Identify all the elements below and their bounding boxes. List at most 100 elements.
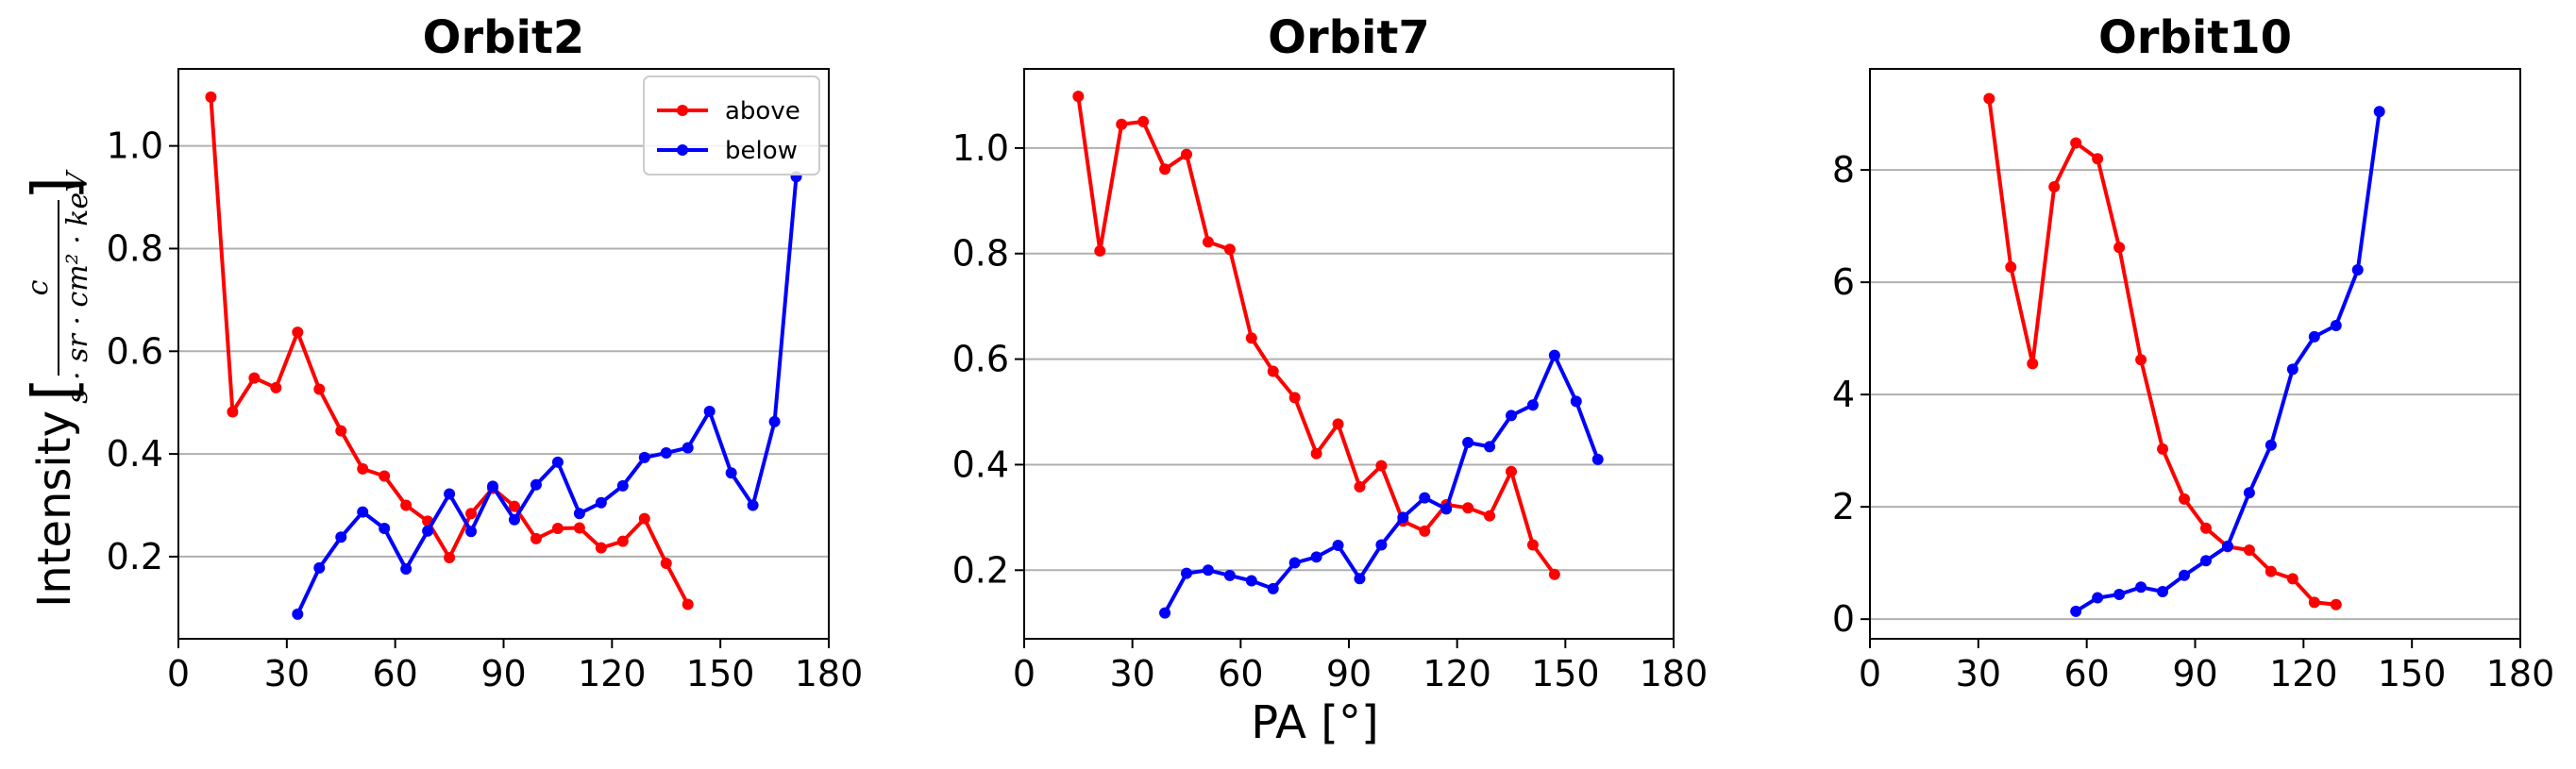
data-point-below xyxy=(1245,575,1257,587)
x-tick-label: 180 xyxy=(2486,653,2555,694)
y-tick-label: 8 xyxy=(1832,149,1855,191)
data-point-above xyxy=(1181,148,1192,160)
data-point-below xyxy=(2265,439,2277,451)
data-point-below xyxy=(747,499,759,511)
x-tick-label: 0 xyxy=(1859,653,1881,694)
x-tick-label: 120 xyxy=(1423,653,1491,694)
plot-frame xyxy=(1869,68,2521,640)
data-point-below xyxy=(2070,605,2082,617)
data-point-below xyxy=(1548,349,1560,361)
legend-label-above: above xyxy=(725,97,800,125)
data-point-above xyxy=(595,542,607,554)
data-point-below xyxy=(2092,592,2104,604)
series-above xyxy=(205,91,694,610)
y-tick-label: 0 xyxy=(1832,598,1855,640)
data-point-above xyxy=(1202,236,1214,248)
data-point-below xyxy=(357,506,369,518)
data-point-below xyxy=(2373,106,2385,118)
data-point-below xyxy=(530,478,542,491)
data-point-above xyxy=(1072,91,1085,103)
data-point-below xyxy=(1591,453,1604,465)
data-point-above xyxy=(551,523,564,535)
x-tick-label: 30 xyxy=(1956,653,2001,694)
data-point-below xyxy=(313,561,326,574)
y-unit-bracket-left: [ xyxy=(21,377,91,401)
x-tick-label: 90 xyxy=(1326,653,1372,694)
data-point-above xyxy=(2070,137,2082,149)
data-point-above xyxy=(2092,153,2104,165)
data-point-below xyxy=(2135,581,2147,593)
x-tick-label: 60 xyxy=(2063,653,2109,694)
data-point-above xyxy=(227,406,239,418)
y-tick-label: 0.6 xyxy=(107,330,163,372)
x-tick-label: 0 xyxy=(167,653,190,694)
y-tick-label: 4 xyxy=(1832,374,1855,415)
data-point-above xyxy=(1506,465,1517,477)
data-point-above xyxy=(2199,522,2212,534)
legend-label-below: below xyxy=(725,137,798,165)
data-point-below xyxy=(2308,330,2320,343)
data-point-below xyxy=(638,451,650,463)
y-axis-label-group: Intensity [ c s · sr · cm² · keV ] xyxy=(21,169,94,608)
data-point-below xyxy=(616,479,629,492)
data-point-above xyxy=(248,372,261,384)
data-point-below xyxy=(1462,436,1474,448)
data-point-below xyxy=(1526,399,1539,411)
data-point-above xyxy=(2113,242,2126,254)
data-point-above xyxy=(2265,565,2277,577)
data-point-above xyxy=(1548,568,1560,580)
y-axis-label: Intensity xyxy=(28,410,81,608)
plot-frame xyxy=(177,68,830,640)
data-point-below xyxy=(1181,567,1192,579)
data-point-below xyxy=(2351,264,2364,276)
data-point-above xyxy=(508,500,520,512)
data-point-below xyxy=(1223,569,1236,581)
x-axis-label: PA [°] xyxy=(1251,696,1378,749)
data-point-below xyxy=(335,531,347,543)
y-unit-denominator: s · sr · cm² · keV xyxy=(61,169,94,404)
data-point-above xyxy=(1484,510,1496,522)
data-point-below xyxy=(768,415,781,427)
data-point-below xyxy=(1375,539,1388,551)
y-tick-label: 0.2 xyxy=(107,536,163,577)
data-point-above xyxy=(2048,180,2061,192)
x-tick-label: 180 xyxy=(1640,653,1709,694)
data-point-below xyxy=(2286,363,2298,376)
y-tick-label: 1.0 xyxy=(107,125,163,167)
legend-marker-below xyxy=(677,144,688,156)
x-tick-label: 90 xyxy=(2172,653,2217,694)
x-tick-label: 90 xyxy=(480,653,526,694)
data-point-above xyxy=(1983,92,1995,105)
chart-panel-3: Orbit10 0 2 4 6 8 0 30 60 90 120 150 180 xyxy=(1832,11,2554,694)
data-point-above xyxy=(292,326,304,339)
y-tick-label: 0.4 xyxy=(952,443,1009,485)
x-tick-label: 180 xyxy=(795,653,864,694)
data-point-above xyxy=(1310,447,1322,460)
data-point-above xyxy=(1116,118,1128,130)
legend: above below xyxy=(643,75,820,176)
data-point-above xyxy=(2157,443,2169,455)
data-point-below xyxy=(465,526,478,538)
x-tick-label: 30 xyxy=(264,653,310,694)
data-point-above xyxy=(530,532,542,544)
data-point-above xyxy=(1332,418,1344,430)
data-point-below xyxy=(487,480,499,493)
data-point-above xyxy=(2005,261,2017,274)
data-point-above xyxy=(313,383,326,395)
x-tick-label: 30 xyxy=(1109,653,1154,694)
data-point-above xyxy=(1354,480,1366,493)
data-point-above xyxy=(1159,163,1171,176)
data-point-above xyxy=(1419,525,1431,537)
x-tick-label: 60 xyxy=(372,653,417,694)
data-point-above xyxy=(357,462,369,475)
y-tick-label: 0.6 xyxy=(952,339,1009,380)
data-point-above xyxy=(2179,493,2191,505)
data-point-above xyxy=(2330,598,2342,610)
data-point-below xyxy=(1484,441,1496,453)
data-point-below xyxy=(1570,395,1582,408)
data-point-below xyxy=(660,447,672,460)
data-point-below xyxy=(1440,503,1453,515)
data-point-below xyxy=(1419,492,1431,504)
data-point-below xyxy=(2243,487,2255,499)
data-point-above xyxy=(2243,543,2255,556)
